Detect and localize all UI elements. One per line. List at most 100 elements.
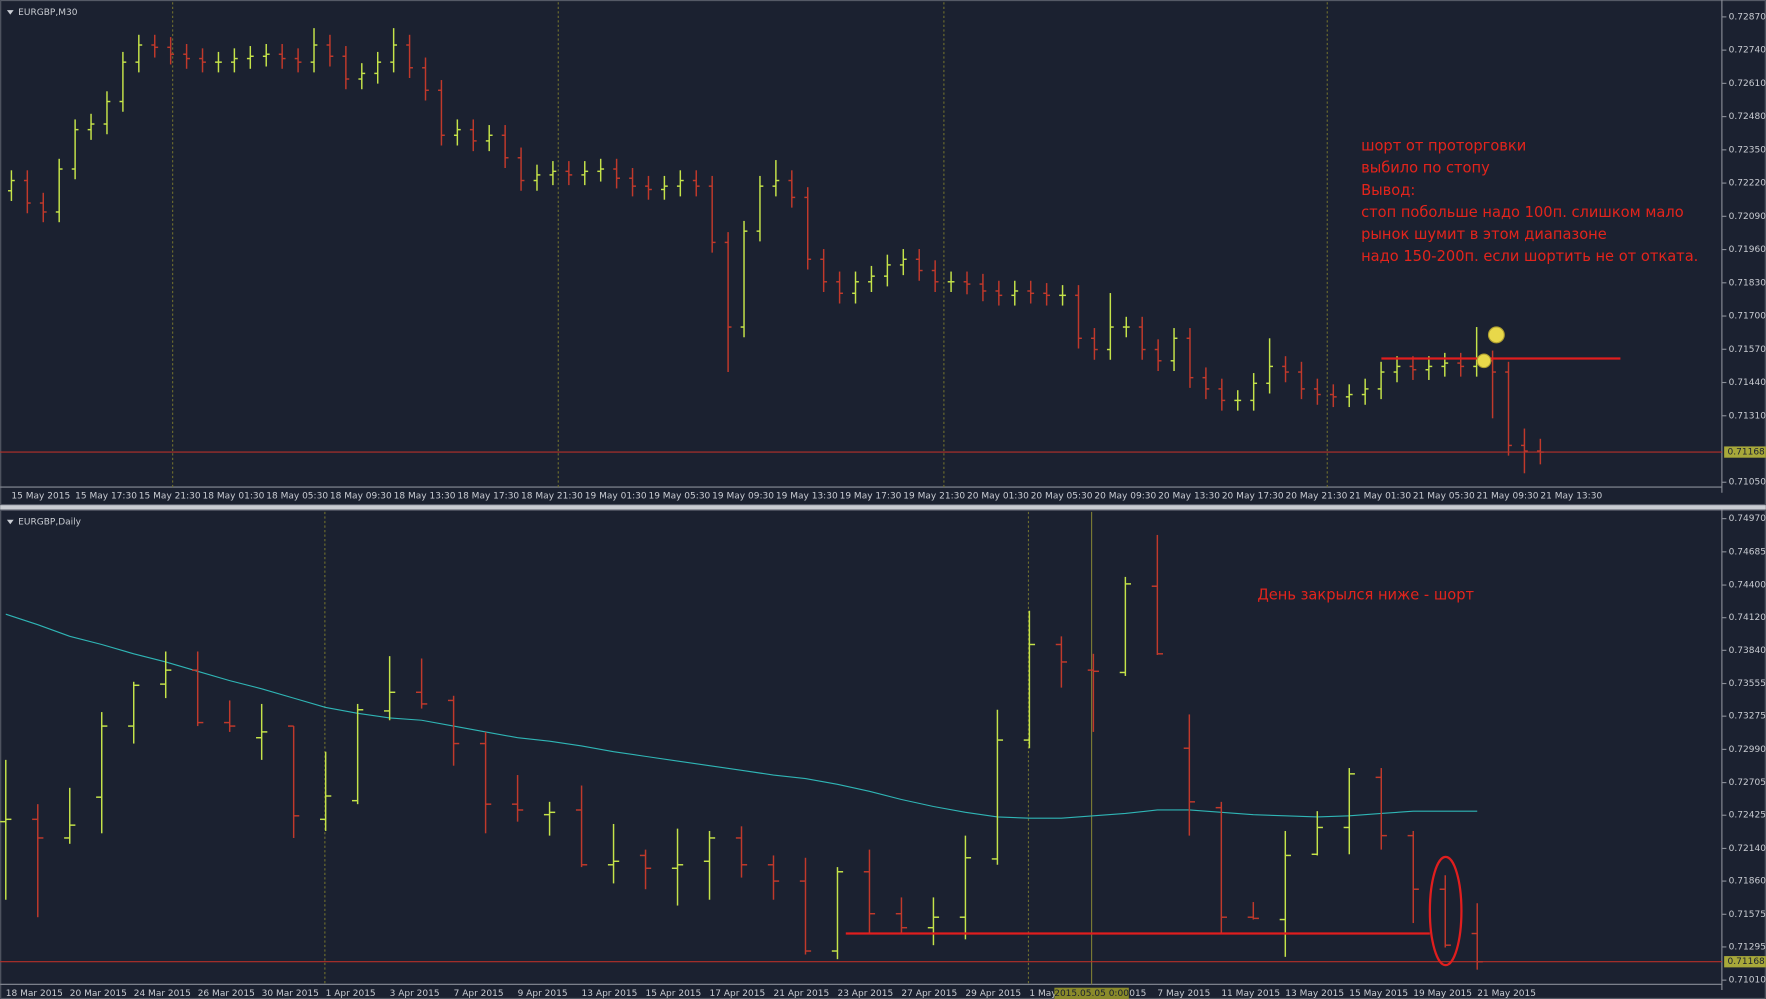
- y-tick-label: 0.74685: [1729, 547, 1766, 557]
- highlight-ellipse: [1428, 855, 1463, 967]
- y-tick-label: 0.71860: [1729, 877, 1766, 887]
- trade-marker: [1487, 326, 1505, 344]
- y-tick-label: 0.72140: [1729, 844, 1766, 854]
- y-tick-label: 0.74400: [1729, 581, 1766, 591]
- y-tick-label: 0.73840: [1729, 646, 1766, 656]
- y-tick-label: 0.71010: [1729, 976, 1766, 986]
- y-tick-label: 0.72705: [1729, 778, 1766, 788]
- y-tick-label: 0.71700: [1729, 312, 1766, 322]
- x-tick-label: 20 Mar 2015: [70, 989, 127, 999]
- chart-title: EURGBP,M30: [18, 8, 78, 18]
- y-tick-label: 0.73275: [1729, 712, 1766, 722]
- x-tick-label: 1 Apr 2015: [326, 989, 376, 999]
- x-tick-label: 7 May 2015: [1157, 989, 1210, 999]
- x-tick-label: 18 May 01:30: [203, 492, 265, 502]
- y-tick-label: 0.72350: [1729, 145, 1766, 155]
- y-tick-label: 0.73555: [1729, 679, 1766, 689]
- price-label-box: [1724, 446, 1766, 458]
- trade-marker: [1476, 353, 1492, 369]
- x-tick-label: 19 May 05:30: [648, 492, 710, 502]
- price-label: 0.71168: [1728, 957, 1766, 967]
- cursor-label-box: [1054, 987, 1129, 999]
- x-tick-label: 30 Mar 2015: [262, 989, 319, 999]
- annotation: День закрылся ниже - шорт: [1257, 586, 1474, 603]
- y-tick-label: 0.71295: [1729, 942, 1766, 952]
- y-tick-label: 0.72610: [1729, 79, 1766, 89]
- panel-frame: [0, 509, 1766, 999]
- x-tick-label: 20 May 01:30: [967, 492, 1029, 502]
- x-tick-label: 15 May 2015: [1349, 989, 1408, 999]
- x-tick-label: 19 May 17:30: [840, 492, 902, 502]
- x-tick-label: 20 May 05:30: [1031, 492, 1093, 502]
- y-tick-label: 0.71570: [1729, 345, 1766, 355]
- x-tick-label: 17 Apr 2015: [710, 989, 766, 999]
- x-tick-label: 27 Apr 2015: [901, 989, 957, 999]
- y-tick-label: 0.71440: [1729, 378, 1766, 388]
- x-tick-label: 7 Apr 2015: [454, 989, 504, 999]
- y-tick-label: 0.72425: [1729, 811, 1766, 821]
- x-tick-label: 29 Apr 2015: [965, 989, 1021, 999]
- annotation: шорт от проторговки: [1361, 138, 1526, 155]
- y-tick-label: 0.71050: [1729, 478, 1766, 488]
- title-arrow: [6, 519, 14, 525]
- x-tick-label: 18 May 21:30: [521, 492, 583, 502]
- annotation: Вывод:: [1361, 182, 1415, 199]
- x-tick-label: 18 May 05:30: [266, 492, 328, 502]
- moving-average: [5, 613, 1478, 819]
- x-tick-label: 21 Apr 2015: [773, 989, 829, 999]
- x-tick-label: 13 Apr 2015: [582, 989, 638, 999]
- y-tick-label: 0.72220: [1729, 179, 1766, 189]
- x-tick-label: 18 May 13:30: [394, 492, 456, 502]
- price-label: 0.71168: [1728, 448, 1766, 458]
- panel-splitter: [0, 505, 1766, 510]
- y-tick-label: 0.71960: [1729, 245, 1766, 255]
- y-tick-label: 0.71310: [1729, 411, 1766, 421]
- y-tick-label: 0.72090: [1729, 212, 1766, 222]
- x-tick-label: 15 May 17:30: [75, 492, 137, 502]
- annotation: выбило по стопу: [1361, 160, 1490, 177]
- y-tick-label: 0.72740: [1729, 46, 1766, 56]
- x-tick-label: 20 May 17:30: [1222, 492, 1284, 502]
- x-tick-label: 19 May 09:30: [712, 492, 774, 502]
- x-tick-label: 13 May 2015: [1285, 989, 1344, 999]
- annotation: надо 150-200п. если шортить не от отката…: [1361, 248, 1698, 265]
- annotation: рынок шумит в этом диапазоне: [1361, 226, 1607, 243]
- x-tick-label: 3 Apr 2015: [390, 989, 440, 999]
- x-tick-label: 21 May 2015: [1477, 989, 1536, 999]
- y-tick-label: 0.72480: [1729, 112, 1766, 122]
- x-tick-label: 21 May 01:30: [1349, 492, 1411, 502]
- x-tick-label: 24 Mar 2015: [134, 989, 191, 999]
- y-tick-label: 0.72990: [1729, 745, 1766, 755]
- x-tick-label: 19 May 2015: [1413, 989, 1472, 999]
- annotation: стоп побольше надо 100п. слишком мало: [1361, 204, 1684, 221]
- x-tick-label: 15 Apr 2015: [646, 989, 702, 999]
- y-tick-label: 0.71830: [1729, 278, 1766, 288]
- chart-title: EURGBP,Daily: [18, 518, 82, 528]
- x-tick-label: 19 May 21:30: [903, 492, 965, 502]
- x-tick-label: 15 May 2015: [11, 492, 70, 502]
- x-tick-label: 18 May 17:30: [457, 492, 519, 502]
- x-tick-label: 9 Apr 2015: [518, 989, 568, 999]
- price-label-box: [1724, 956, 1766, 968]
- x-tick-label: 23 Apr 2015: [837, 989, 893, 999]
- panel-frame: [0, 0, 1766, 506]
- y-tick-label: 0.74970: [1729, 514, 1766, 524]
- cursor-label: 2015.05.05 0:00: [1054, 989, 1129, 999]
- x-tick-label: 19 May 13:30: [776, 492, 838, 502]
- x-tick-label: 20 May 09:30: [1094, 492, 1156, 502]
- x-tick-label: 26 Mar 2015: [198, 989, 255, 999]
- x-tick-label: 21 May 13:30: [1540, 492, 1602, 502]
- x-tick-label: 18 Mar 2015: [6, 989, 63, 999]
- x-tick-label: 11 May 2015: [1221, 989, 1280, 999]
- y-tick-label: 0.71575: [1729, 910, 1766, 920]
- x-tick-label: 20 May 13:30: [1158, 492, 1220, 502]
- title-arrow: [6, 10, 14, 15]
- x-tick-label: 15 May 21:30: [139, 492, 201, 502]
- x-tick-label: 19 May 01:30: [585, 492, 647, 502]
- x-tick-label: 18 May 09:30: [330, 492, 392, 502]
- y-tick-label: 0.72870: [1729, 12, 1766, 22]
- x-tick-label: 21 May 09:30: [1477, 492, 1539, 502]
- y-tick-label: 0.74120: [1729, 613, 1766, 623]
